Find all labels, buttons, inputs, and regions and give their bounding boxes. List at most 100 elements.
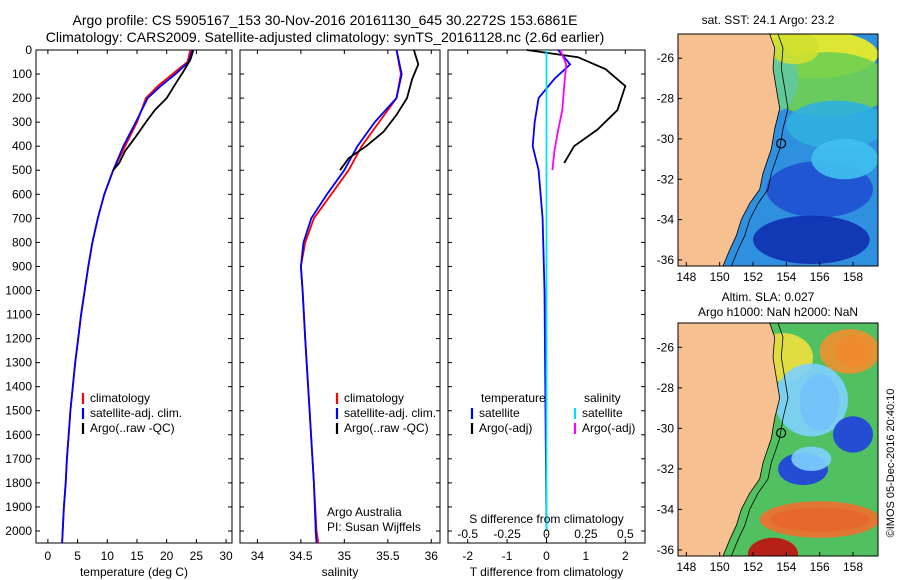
- difference-tick-label: 1: [583, 549, 590, 563]
- salinity-plot-frame: [239, 49, 441, 544]
- temperature-difference-axis-label: T difference from climatology: [470, 565, 624, 579]
- sst-lon-tick-label: 154: [776, 270, 796, 284]
- sst-layers: [678, 34, 878, 266]
- salinity-tick-label: 35: [338, 549, 352, 563]
- temperature-legend-label: climatology: [90, 391, 150, 405]
- temperature-series-line: [61, 49, 194, 544]
- sst-lat-tick-label: -36: [657, 253, 675, 267]
- salinity-legend-label: satellite-adj. clim.: [344, 406, 436, 420]
- salinity-tick-label: 34: [251, 549, 265, 563]
- depth-tick-label: 1400: [5, 380, 32, 394]
- float-program-label: Argo Australia: [327, 505, 402, 519]
- temperature-series-line: [112, 49, 195, 171]
- difference-legend-temperature-label: Argo(-adj): [479, 421, 532, 435]
- depth-tick-label: 0: [25, 43, 32, 57]
- difference-legend-temperature-title: temperature: [481, 391, 546, 405]
- temperature-tick-label: 5: [74, 549, 81, 563]
- salinity-difference-tick-label: -0.25: [493, 527, 521, 541]
- salinity-difference-tick-label: 0.25: [574, 527, 598, 541]
- temperature-tick-label: 10: [101, 549, 115, 563]
- difference-tick-label: 0: [543, 549, 550, 563]
- depth-tick-label: 1700: [5, 452, 32, 466]
- depth-tick-label: 800: [12, 235, 32, 249]
- figure-title-line1: Argo profile: CS 5905167_153 30-Nov-2016…: [72, 12, 578, 28]
- sla-field-patch: [833, 416, 873, 453]
- salinity-legend-label: climatology: [344, 391, 404, 405]
- sst-field-patch: [786, 100, 878, 149]
- depth-tick-label: 600: [12, 187, 32, 201]
- sla-land: [678, 323, 781, 556]
- depth-tick-label: 700: [12, 211, 32, 225]
- sst-lat-tick-label: -30: [657, 132, 675, 146]
- sla-layers: [678, 323, 878, 556]
- sla-lon-tick-label: 154: [776, 560, 796, 574]
- salinity-difference-tick-label: -0.5: [457, 527, 478, 541]
- depth-tick-label: 1200: [5, 332, 32, 346]
- sst-lon-tick-label: 152: [743, 270, 763, 284]
- difference-series-line: [526, 49, 627, 164]
- difference-legend-temperature-label: satellite: [479, 406, 520, 420]
- depth-tick-label: 1000: [5, 283, 32, 297]
- difference-legend-salinity-label: Argo(-adj): [582, 421, 635, 435]
- sla-field-patch: [819, 329, 878, 374]
- sla-lon-tick-label: 156: [810, 560, 830, 574]
- depth-tick-label: 1300: [5, 356, 32, 370]
- salinity-series-line: [339, 49, 420, 171]
- sst-lon-tick-label: 148: [676, 270, 696, 284]
- sst-lat-tick-label: -26: [657, 51, 675, 65]
- temperature-plot-frame: [35, 49, 233, 544]
- salinity-difference-tick-label: 0: [543, 527, 550, 541]
- sst-lon-tick-label: 158: [843, 270, 863, 284]
- depth-tick-label: 1500: [5, 404, 32, 418]
- difference-tick-label: 2: [622, 549, 629, 563]
- sst-lat-tick-label: -32: [657, 172, 675, 186]
- sst-float-marker: [776, 138, 787, 149]
- sst-map-frame: [677, 33, 879, 267]
- sla-lon-tick-label: 148: [676, 560, 696, 574]
- sla-lat-tick-label: -26: [657, 340, 675, 354]
- depth-tick-label: 1100: [6, 308, 32, 322]
- temperature-tick-label: 30: [219, 549, 233, 563]
- difference-series-line: [531, 49, 572, 532]
- salinity-legend-label: Argo(..raw -QC): [344, 421, 429, 435]
- salinity-axis-label: salinity: [322, 565, 359, 579]
- sla-lat-tick-label: -34: [657, 502, 675, 516]
- sst-field-patch: [811, 138, 878, 180]
- sst-lat-tick-label: -34: [657, 213, 675, 227]
- salinity-difference-tick-label: 0.5: [617, 527, 634, 541]
- sla-field-patch: [774, 363, 848, 437]
- difference-tick-label: -1: [502, 549, 513, 563]
- depth-tick-label: 300: [12, 115, 32, 129]
- temperature-axis-label: temperature (deg C): [80, 565, 188, 579]
- depth-tick-label: 1800: [5, 476, 32, 490]
- sst-land: [678, 34, 781, 266]
- temperature-series-line: [61, 49, 192, 544]
- sla-lon-tick-label: 150: [710, 560, 730, 574]
- sst-lon-tick-label: 150: [710, 270, 730, 284]
- sla-float-marker: [776, 427, 787, 439]
- depth-tick-label: 2000: [5, 524, 32, 538]
- sst-field-patch: [753, 215, 870, 264]
- sst-lat-tick-label: -28: [657, 92, 675, 106]
- temperature-tick-label: 20: [160, 549, 174, 563]
- sst-isobath: [730, 34, 789, 266]
- float-pi-label: PI: Susan Wijffels: [327, 520, 421, 534]
- salinity-series-line: [299, 49, 403, 544]
- difference-series-line: [551, 49, 568, 171]
- salinity-tick-label: 36: [425, 549, 439, 563]
- difference-legend-salinity-label: satellite: [582, 406, 623, 420]
- figure-title-line2: Climatology: CARS2009. Satellite-adjuste…: [45, 29, 605, 45]
- sla-field-patch: [748, 537, 798, 556]
- sla-lat-tick-label: -28: [657, 381, 675, 395]
- salinity-tick-label: 34.5: [289, 549, 313, 563]
- temperature-tick-label: 15: [130, 549, 144, 563]
- sla-lon-tick-label: 158: [843, 560, 863, 574]
- depth-tick-label: 100: [12, 67, 32, 81]
- sla-lat-tick-label: -36: [657, 543, 675, 557]
- depth-tick-label: 500: [12, 163, 32, 177]
- sla-map-frame: [677, 322, 879, 557]
- sla-field-patch: [759, 501, 878, 538]
- sst-lon-tick-label: 156: [810, 270, 830, 284]
